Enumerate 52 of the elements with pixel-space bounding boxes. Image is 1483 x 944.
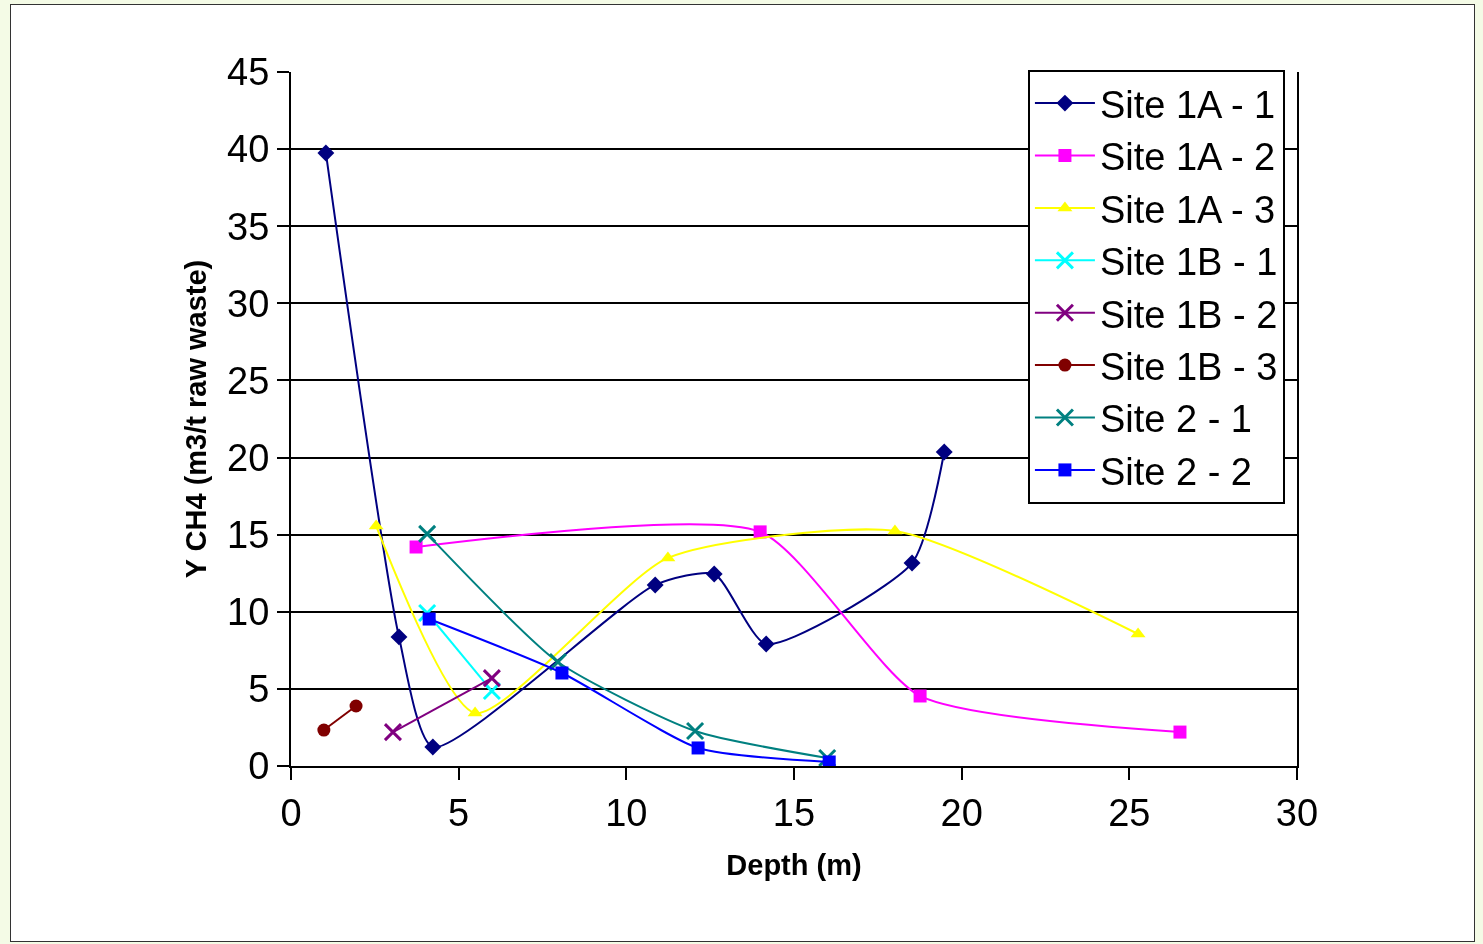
y-tick-label: 15 — [227, 513, 270, 556]
point — [349, 699, 363, 713]
point — [390, 628, 408, 646]
point — [685, 721, 705, 741]
y-tick-label: 45 — [227, 51, 270, 94]
point — [482, 668, 502, 688]
point — [555, 666, 569, 680]
point — [753, 525, 767, 539]
point — [705, 565, 723, 583]
point — [417, 524, 437, 544]
y-tick-label: 35 — [227, 205, 270, 248]
point — [822, 755, 836, 766]
legend-label: Site 2 - 1 — [1099, 398, 1253, 441]
legend-label: Site 2 - 2 — [1099, 450, 1253, 493]
point — [417, 603, 437, 623]
legend-label: Site 1A - 2 — [1099, 136, 1276, 179]
point — [903, 554, 921, 572]
x-axis-title: Depth (m) — [726, 848, 862, 881]
x-tick-label: 30 — [1275, 791, 1319, 834]
legend-label: Site 1A - 3 — [1099, 188, 1276, 231]
point — [757, 635, 775, 653]
point — [424, 738, 442, 756]
point — [935, 443, 953, 461]
legend-label: Site 1A - 1 — [1099, 83, 1276, 126]
x-tick-label: 10 — [605, 791, 648, 834]
point — [409, 540, 423, 554]
x-tick-label: 15 — [772, 791, 816, 834]
x-tick-label: 25 — [1108, 791, 1151, 834]
y-tick-label: 0 — [248, 745, 270, 788]
point — [646, 576, 664, 594]
y-tick-label: 25 — [227, 359, 270, 402]
point — [817, 748, 837, 766]
x-tick-label: 20 — [940, 791, 983, 834]
point — [548, 652, 568, 672]
y-tick-label: 5 — [248, 668, 270, 711]
point — [317, 144, 335, 162]
point — [383, 722, 403, 742]
point — [317, 723, 331, 737]
point — [1173, 725, 1187, 739]
x-tick-label: 0 — [280, 791, 302, 834]
point — [422, 612, 436, 626]
y-tick-label: 10 — [227, 591, 270, 634]
y-axis-title: Y CH4 (m3/t raw waste) — [179, 259, 212, 579]
y-tick-label: 20 — [227, 436, 270, 479]
legend-label: Site 1B - 1 — [1099, 241, 1278, 284]
x-tick-label: 5 — [448, 791, 470, 834]
point — [913, 689, 927, 703]
y-tick-label: 40 — [227, 128, 270, 171]
legend-label: Site 1B - 2 — [1099, 293, 1278, 336]
y-tick-label: 30 — [227, 282, 270, 325]
legend-label: Site 1B - 3 — [1099, 345, 1278, 388]
point — [691, 741, 705, 755]
